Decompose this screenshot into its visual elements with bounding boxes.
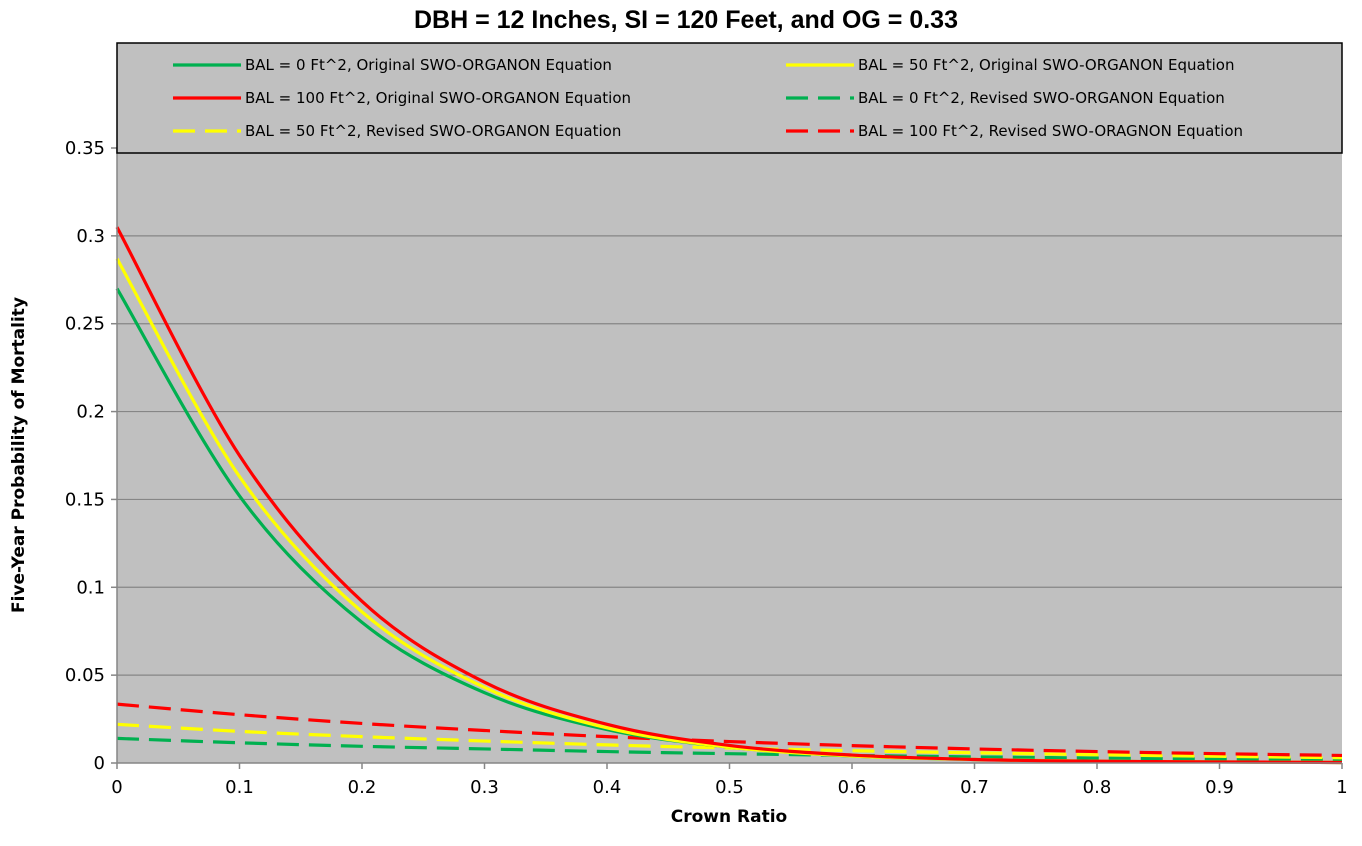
y-tick-label: 0.15 xyxy=(65,489,105,510)
chart-title: DBH = 12 Inches, SI = 120 Feet, and OG =… xyxy=(414,6,958,34)
x-tick-label: 0.1 xyxy=(225,777,254,798)
y-axis-label: Five-Year Probability of Mortality xyxy=(9,297,29,613)
legend: BAL = 0 Ft^2, Original SWO-ORGANON Equat… xyxy=(116,42,1343,154)
legend-label-5: BAL = 50 Ft^2, Revised SWO-ORGANON Equat… xyxy=(245,122,621,140)
axes: 0 0.05 0.1 0.15 0.2 0.25 0.3 0.35 0 0.1 0.2 0.3 0.4 0… xyxy=(65,138,1348,798)
y-tick-label: 0.05 xyxy=(65,665,105,686)
legend-label-2: BAL = 50 Ft^2, Original SWO-ORGANON Equa… xyxy=(858,56,1234,74)
x-tick-label: 0.6 xyxy=(838,777,867,798)
x-axis-label: Crown Ratio xyxy=(671,807,787,827)
y-tick-label: 0.2 xyxy=(76,402,105,423)
y-tick-label: 0.35 xyxy=(65,138,105,159)
y-tick-label: 0.3 xyxy=(76,226,105,247)
x-tick-label: 0.8 xyxy=(1083,777,1112,798)
x-tick-label: 0.5 xyxy=(715,777,744,798)
x-tick-label: 1 xyxy=(1336,777,1347,798)
legend-label-1: BAL = 0 Ft^2, Original SWO-ORGANON Equat… xyxy=(245,56,612,74)
plot-area xyxy=(117,148,1342,763)
x-tick-label: 0.2 xyxy=(348,777,377,798)
y-tick-label: 0 xyxy=(94,753,105,774)
y-tick-label: 0.25 xyxy=(65,314,105,335)
legend-label-3: BAL = 100 Ft^2, Original SWO-ORGANON Equ… xyxy=(245,89,631,107)
x-tick-label: 0 xyxy=(111,777,122,798)
series-lines xyxy=(115,226,1343,765)
series-line-3 xyxy=(115,226,1343,765)
legend-label-4: BAL = 0 Ft^2, Revised SWO-ORGANON Equati… xyxy=(858,89,1225,107)
x-tick-label: 0.7 xyxy=(960,777,989,798)
x-tick-label: 0.3 xyxy=(470,777,499,798)
legend-label-6: BAL = 100 Ft^2, Revised SWO-ORAGNON Equa… xyxy=(858,122,1243,140)
x-tick-label: 0.9 xyxy=(1205,777,1234,798)
x-tick-label: 0.4 xyxy=(593,777,622,798)
y-tick-label: 0.1 xyxy=(76,577,105,598)
series-line-4 xyxy=(116,736,1343,762)
series-line-6 xyxy=(116,702,1343,758)
legend-box xyxy=(116,42,1343,154)
